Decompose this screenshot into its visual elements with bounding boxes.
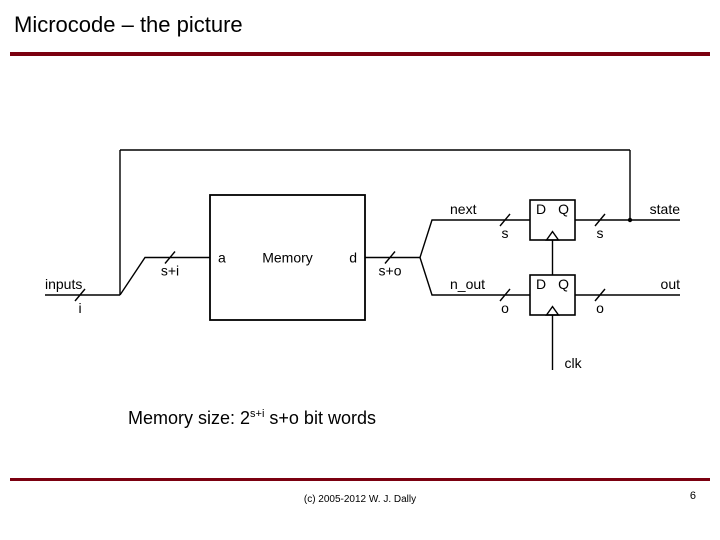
caption-prefix: Memory size: 2 [128,408,250,428]
svg-text:inputs: inputs [45,276,82,292]
svg-text:Q: Q [558,276,569,292]
svg-text:s+o: s+o [379,263,402,279]
svg-text:clk: clk [565,355,583,371]
caption-suffix: s+o bit words [264,408,376,428]
footer-rule [10,478,710,481]
svg-text:Memory: Memory [262,250,313,266]
svg-text:D: D [536,276,546,292]
svg-text:out: out [661,276,681,292]
slide-title: Microcode – the picture [14,12,243,38]
copyright-text: (c) 2005-2012 W. J. Dally [0,494,720,505]
svg-text:Q: Q [558,201,569,217]
svg-text:o: o [596,300,604,316]
svg-text:d: d [349,250,357,266]
caption-sup: s+i [250,408,264,420]
svg-text:state: state [650,201,681,217]
svg-text:next: next [450,201,477,217]
svg-text:s+i: s+i [161,263,179,279]
svg-text:i: i [78,300,81,316]
memory-size-caption: Memory size: 2s+i s+o bit words [128,408,376,429]
svg-text:n_out: n_out [450,276,485,292]
page-number: 6 [690,490,696,502]
title-rule [10,52,710,56]
microcode-diagram: MemoryadDQDQinputsis+is+onextsn_outossta… [40,140,700,390]
svg-text:s: s [502,225,509,241]
svg-text:s: s [597,225,604,241]
svg-text:o: o [501,300,509,316]
svg-text:a: a [218,250,226,266]
svg-text:D: D [536,201,546,217]
